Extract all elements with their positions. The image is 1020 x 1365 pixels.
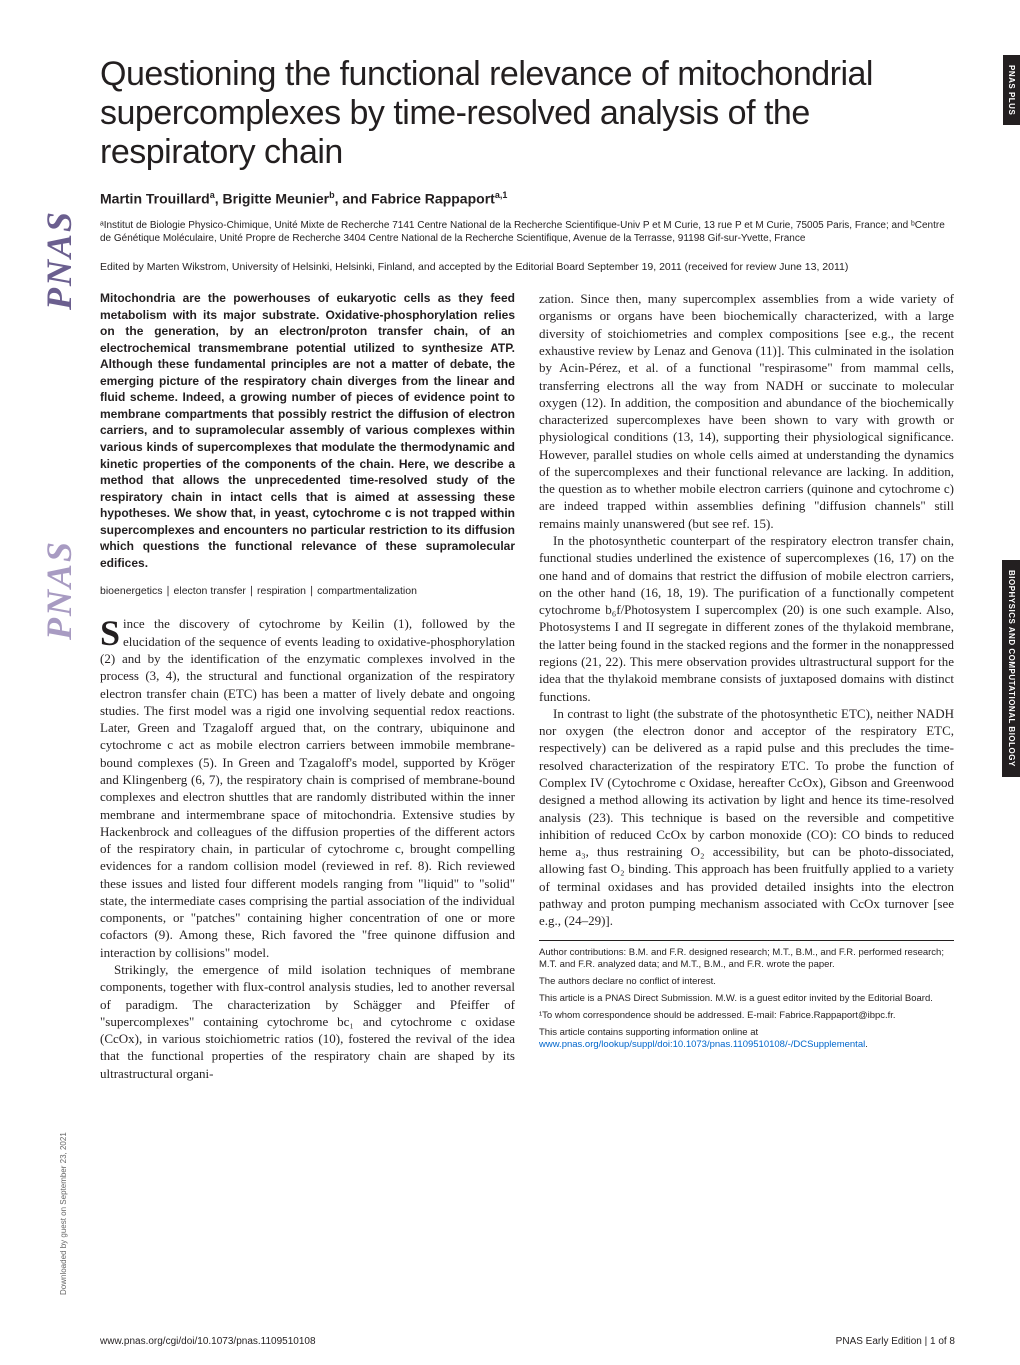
footnote-supporting: This article contains supporting informa… (539, 1027, 954, 1053)
keywords: bioenergetics ∣ electon transfer ∣ respi… (100, 585, 515, 597)
body-paragraph-r3: In contrast to light (the substrate of t… (539, 705, 954, 930)
right-column: zation. Since then, many supercomplex as… (539, 290, 954, 1082)
footnote-correspondence: ¹To whom correspondence should be addres… (539, 1010, 954, 1023)
footnote-supporting-post: . (865, 1039, 868, 1050)
abstract: Mitochondria are the powerhouses of euka… (100, 290, 515, 571)
page-footer: www.pnas.org/cgi/doi/10.1073/pnas.110951… (100, 1336, 955, 1347)
footnote-conflict: The authors declare no conflict of inter… (539, 976, 954, 989)
affiliations: ᵃInstitut de Biologie Physico-Chimique, … (100, 219, 955, 246)
footnote-rule (539, 940, 954, 941)
footnotes: Author contributions: B.M. and F.R. desi… (539, 947, 954, 1053)
body-paragraph-r2: In the photosynthetic counterpart of the… (539, 532, 954, 705)
two-column-body: Mitochondria are the powerhouses of euka… (100, 290, 955, 1082)
intro-paragraph-1: Since the discovery of cytochrome by Kei… (100, 615, 515, 961)
footnote-contributions: Author contributions: B.M. and F.R. desi… (539, 947, 954, 973)
body-left: Since the discovery of cytochrome by Kei… (100, 615, 515, 1082)
footnote-supporting-pre: This article contains supporting informa… (539, 1027, 758, 1038)
page-content: Questioning the functional relevance of … (100, 55, 955, 1315)
body-paragraph-r1: zation. Since then, many supercomplex as… (539, 290, 954, 532)
journal-rail: PNAS PNAS Downloaded by guest on Septemb… (22, 0, 82, 1365)
supporting-link[interactable]: www.pnas.org/lookup/suppl/doi:10.1073/pn… (539, 1039, 865, 1050)
article-title: Questioning the functional relevance of … (100, 55, 955, 172)
pnas-logo: PNAS (38, 210, 80, 310)
footer-doi: www.pnas.org/cgi/doi/10.1073/pnas.110951… (100, 1336, 316, 1347)
left-column: Mitochondria are the powerhouses of euka… (100, 290, 515, 1082)
footer-page-number: PNAS Early Edition | 1 of 8 (836, 1336, 955, 1347)
body-right: zation. Since then, many supercomplex as… (539, 290, 954, 929)
download-stamp: Downloaded by guest on September 23, 202… (59, 1132, 68, 1295)
intro-paragraph-2: Strikingly, the emergence of mild isolat… (100, 961, 515, 1082)
authors-line: Martin Trouillarda, Brigitte Meunierb, a… (100, 190, 955, 207)
pnas-logo-light: PNAS (38, 540, 80, 640)
side-tab-category: BIOPHYSICS AND COMPUTATIONAL BIOLOGY (1002, 560, 1020, 777)
footnote-submission: This article is a PNAS Direct Submission… (539, 993, 954, 1006)
side-tab-pnas-plus: PNAS PLUS (1003, 55, 1020, 125)
edited-by: Edited by Marten Wikstrom, University of… (100, 260, 955, 274)
